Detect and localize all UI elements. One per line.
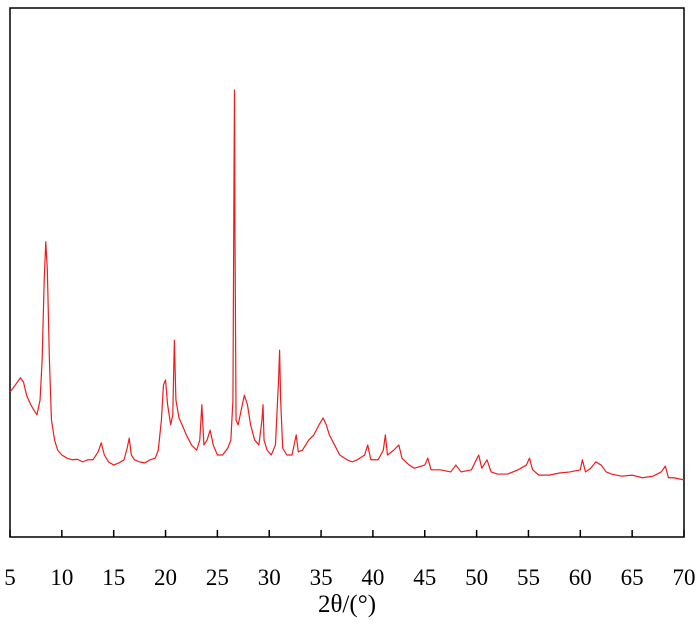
x-tick-label: 15 <box>102 565 125 590</box>
x-tick-label: 35 <box>310 565 333 590</box>
x-tick-label: 60 <box>569 565 592 590</box>
x-tick-label: 55 <box>517 565 540 590</box>
x-tick-label: 5 <box>4 565 16 590</box>
x-tick-label: 65 <box>621 565 644 590</box>
x-tick-label: 10 <box>50 565 73 590</box>
x-tick-label: 40 <box>361 565 384 590</box>
x-tick-label: 50 <box>465 565 488 590</box>
x-tick-label: 20 <box>154 565 177 590</box>
plot-frame <box>9 7 685 538</box>
data-line <box>9 89 685 481</box>
x-tick-label: 45 <box>413 565 436 590</box>
x-tick-label: 70 <box>673 565 696 590</box>
x-tick-label: 30 <box>258 565 281 590</box>
x-tick-label: 25 <box>206 565 229 590</box>
x-axis-label: 2θ/(°) <box>318 591 376 618</box>
